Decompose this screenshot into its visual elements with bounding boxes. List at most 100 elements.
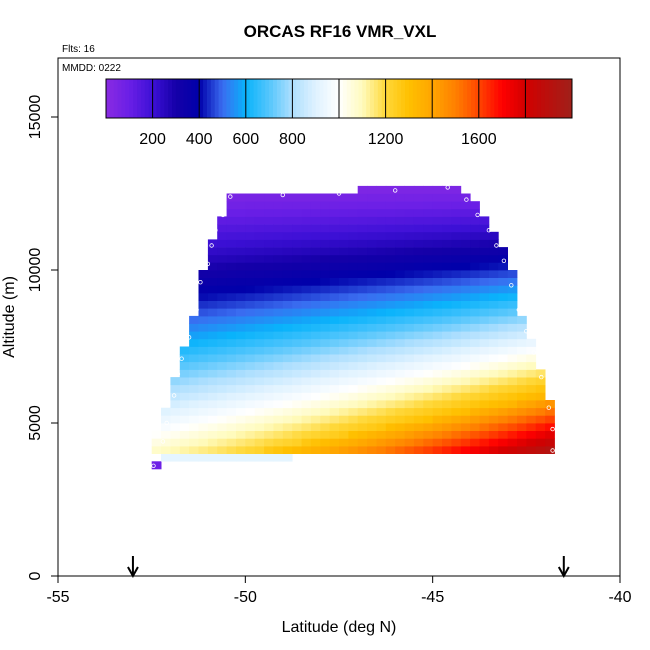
heatmap-cell — [320, 315, 331, 324]
heatmap-cell — [479, 392, 490, 401]
heatmap-cell — [470, 254, 480, 263]
heatmap-cell — [348, 262, 359, 271]
heatmap-cell — [470, 430, 480, 439]
heatmap-cell — [310, 208, 321, 217]
heatmap-cell — [207, 262, 218, 271]
heatmap-cell — [292, 331, 302, 340]
heatmap-cell — [170, 438, 181, 447]
heatmap-cell — [413, 247, 424, 256]
heatmap-cell — [432, 400, 443, 409]
colorbar-segment — [373, 79, 379, 118]
heatmap-cell — [339, 231, 349, 240]
heatmap-cell — [460, 224, 471, 233]
colorbar-frame — [105, 78, 573, 119]
heatmap-cell — [460, 346, 471, 355]
heatmap-cell — [339, 262, 349, 271]
heatmap-cell — [517, 315, 527, 324]
y-tick-label: 15000 — [27, 95, 44, 140]
heatmap-cell — [451, 185, 462, 194]
date-note: MMDD: 0222 — [62, 63, 121, 74]
heatmap-cell — [470, 216, 480, 225]
heatmap-cell — [404, 369, 415, 378]
heatmap-cell — [395, 185, 405, 194]
heatmap-cell — [432, 300, 443, 309]
colorbar-segment — [206, 79, 212, 118]
heatmap-cell — [273, 300, 284, 309]
heatmap-cell — [264, 400, 274, 409]
heatmap-cell — [264, 208, 274, 217]
heatmap-cell — [357, 415, 368, 424]
heatmap-cell — [404, 438, 415, 447]
heatmap-cell — [470, 392, 480, 401]
heatmap-cell — [376, 392, 387, 401]
colorbar-segment — [537, 79, 542, 118]
heatmap-cell — [432, 308, 443, 317]
heatmap-cell — [367, 338, 377, 347]
heatmap-cell — [442, 430, 452, 439]
heatmap-cell — [413, 438, 424, 447]
heatmap-cell — [404, 315, 415, 324]
heatmap-cell — [413, 446, 424, 454]
colorbar-segment — [241, 79, 247, 118]
heatmap-cell — [517, 392, 527, 401]
heatmap-cell — [282, 239, 293, 248]
heatmap-cell — [301, 208, 312, 217]
heatmap-cell — [320, 193, 331, 202]
heatmap-cell — [517, 323, 527, 332]
heatmap-cell — [198, 453, 209, 462]
colorbar-segment — [556, 79, 561, 118]
heatmap-cell — [404, 185, 415, 194]
heatmap-cell — [432, 185, 443, 194]
heatmap-cell — [254, 239, 265, 248]
heatmap-cell — [329, 216, 340, 225]
colorbar-segment — [517, 79, 523, 118]
heatmap-cell — [236, 277, 246, 286]
heatmap-cell — [413, 346, 424, 355]
heatmap-cell — [488, 308, 499, 317]
heatmap-cell — [442, 446, 452, 454]
flight-track — [151, 185, 555, 468]
heatmap-cell — [310, 193, 321, 202]
heatmap-cell — [423, 331, 434, 340]
heatmap-cell — [329, 384, 340, 393]
heatmap-cell — [357, 407, 368, 416]
x-axis: -55 -50 -45 -40 — [46, 576, 632, 606]
colorbar-segment — [327, 79, 332, 118]
flight-track-point — [209, 243, 214, 248]
heatmap-cell — [301, 323, 312, 332]
heatmap-cell — [320, 415, 331, 424]
colorbar-segment — [486, 79, 491, 118]
heatmap-cell — [254, 392, 265, 401]
heatmap-cell — [329, 323, 340, 332]
heatmap-cell — [339, 193, 349, 202]
heatmap-cell — [245, 423, 256, 431]
heatmap-cell — [320, 423, 331, 431]
colorbar-segment — [311, 79, 317, 118]
colorbar-segment — [467, 79, 472, 118]
heatmap-cell — [301, 361, 312, 370]
heatmap-cell — [339, 270, 349, 278]
heatmap-cell — [385, 423, 396, 431]
heatmap-cell — [376, 208, 387, 217]
heatmap-cell — [207, 323, 218, 332]
flight-track-point — [494, 243, 499, 248]
heatmap-cell — [273, 430, 284, 439]
heatmap-cell — [488, 292, 499, 301]
heatmap-cell — [245, 201, 256, 210]
heatmap-cell — [273, 201, 284, 210]
heatmap-cell — [310, 262, 321, 271]
heatmap-cell — [207, 384, 218, 393]
heatmap-cell — [432, 346, 443, 355]
heatmap-cell — [236, 392, 246, 401]
heatmap-cell — [507, 384, 518, 393]
heatmap-cell — [488, 392, 499, 401]
heatmap-cell — [301, 423, 312, 431]
heatmap-cell — [413, 216, 424, 225]
heatmap-cell — [460, 384, 471, 393]
heatmap-cell — [310, 392, 321, 401]
heatmap-cell — [198, 300, 209, 309]
heatmap-cell — [339, 423, 349, 431]
heatmap-cell — [367, 216, 377, 225]
heatmap-cell — [517, 407, 527, 416]
heatmap-cell — [329, 338, 340, 347]
